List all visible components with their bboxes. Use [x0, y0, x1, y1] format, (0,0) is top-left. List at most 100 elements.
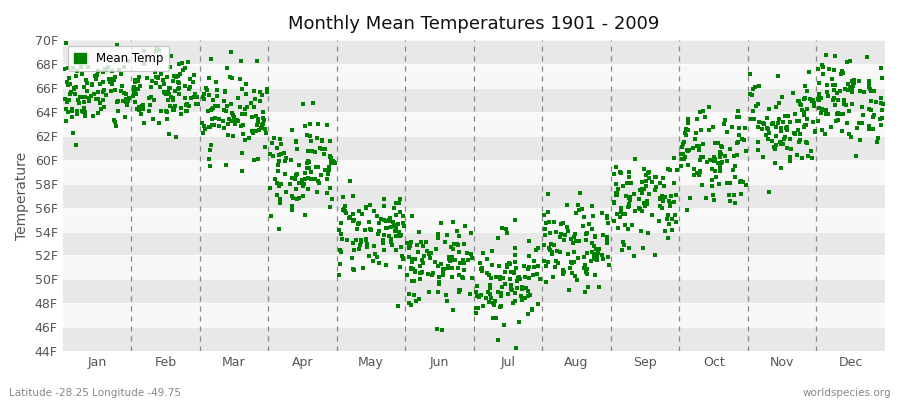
Point — [221, 132, 236, 138]
Point — [842, 108, 856, 114]
Point — [62, 80, 77, 87]
Point — [418, 239, 433, 246]
Point — [503, 261, 517, 268]
Point — [98, 65, 112, 72]
Point — [621, 226, 635, 233]
Point — [227, 114, 241, 120]
Point — [372, 228, 386, 235]
Point — [346, 255, 360, 261]
Point — [431, 234, 446, 241]
Point — [416, 260, 430, 266]
Point — [799, 139, 814, 146]
Point — [288, 176, 302, 183]
Point — [508, 298, 522, 304]
Point — [342, 215, 356, 221]
Point — [843, 58, 858, 64]
Point — [456, 267, 471, 274]
Point — [607, 199, 621, 206]
Point — [787, 130, 801, 136]
Point — [866, 114, 880, 120]
Point — [488, 298, 502, 304]
Point — [205, 116, 220, 122]
Point — [64, 89, 78, 95]
Point — [690, 116, 705, 122]
Point — [783, 146, 797, 152]
Point — [811, 117, 825, 124]
Point — [493, 290, 508, 296]
Point — [554, 231, 568, 238]
Point — [803, 95, 817, 102]
Point — [649, 174, 663, 180]
Point — [789, 117, 804, 124]
Point — [471, 304, 485, 311]
Point — [219, 162, 233, 168]
Point — [739, 148, 753, 154]
Point — [585, 203, 599, 210]
Point — [571, 277, 585, 283]
Point — [323, 153, 338, 159]
Point — [358, 236, 373, 242]
Point — [720, 180, 734, 187]
Point — [110, 42, 124, 48]
Point — [828, 102, 842, 108]
Point — [323, 138, 338, 145]
Point — [539, 279, 554, 286]
Point — [560, 224, 574, 231]
Point — [172, 84, 186, 91]
Point — [820, 89, 834, 95]
Point — [196, 96, 211, 102]
Point — [602, 262, 616, 268]
Point — [412, 270, 427, 276]
Point — [410, 248, 425, 255]
Point — [820, 92, 834, 99]
Point — [228, 116, 242, 123]
Point — [411, 296, 426, 302]
Point — [732, 125, 746, 132]
Point — [161, 97, 176, 104]
Point — [875, 75, 889, 82]
Point — [792, 98, 806, 104]
Point — [452, 272, 466, 278]
Point — [173, 71, 187, 77]
Point — [304, 148, 319, 154]
Point — [728, 173, 742, 180]
Point — [614, 209, 628, 215]
Point — [642, 169, 656, 175]
Point — [645, 212, 660, 218]
Point — [256, 122, 270, 128]
Point — [239, 81, 254, 87]
Point — [429, 246, 444, 252]
Point — [258, 143, 273, 150]
Point — [346, 266, 360, 272]
Point — [362, 218, 376, 225]
Point — [302, 165, 316, 171]
Point — [69, 73, 84, 80]
Point — [842, 86, 856, 93]
Point — [789, 152, 804, 158]
Point — [529, 247, 544, 253]
Point — [779, 124, 794, 131]
Point — [748, 84, 762, 90]
Point — [290, 196, 304, 202]
Point — [714, 151, 728, 158]
Text: worldspecies.org: worldspecies.org — [803, 388, 891, 398]
Point — [382, 218, 397, 224]
Point — [300, 132, 314, 138]
Point — [337, 206, 351, 212]
Point — [579, 237, 593, 244]
Point — [623, 194, 637, 200]
Point — [357, 227, 372, 234]
Point — [560, 202, 574, 208]
Point — [541, 191, 555, 198]
Point — [150, 46, 165, 53]
Point — [820, 82, 834, 88]
Point — [347, 247, 362, 253]
Point — [81, 95, 95, 101]
Point — [818, 52, 832, 58]
Point — [145, 78, 159, 84]
Point — [406, 266, 420, 272]
Point — [91, 68, 105, 74]
Point — [289, 138, 303, 144]
Point — [509, 285, 524, 291]
Point — [622, 245, 636, 252]
